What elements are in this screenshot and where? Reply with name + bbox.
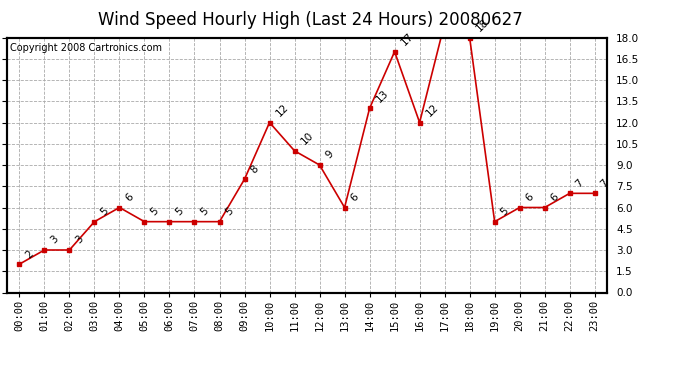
Text: Copyright 2008 Cartronics.com: Copyright 2008 Cartronics.com bbox=[10, 43, 162, 52]
Text: 3: 3 bbox=[48, 234, 60, 246]
Text: 19: 19 bbox=[0, 374, 1, 375]
Text: 8: 8 bbox=[248, 163, 260, 175]
Text: 6: 6 bbox=[124, 192, 135, 203]
Text: 10: 10 bbox=[299, 130, 315, 147]
Text: 6: 6 bbox=[549, 192, 560, 203]
Text: 18: 18 bbox=[474, 17, 490, 33]
Text: 6: 6 bbox=[524, 192, 535, 203]
Text: 7: 7 bbox=[574, 177, 586, 189]
Text: 5: 5 bbox=[148, 206, 160, 218]
Text: 12: 12 bbox=[424, 102, 440, 118]
Text: 5: 5 bbox=[224, 206, 235, 218]
Text: 2: 2 bbox=[23, 248, 35, 260]
Text: 17: 17 bbox=[399, 31, 415, 48]
Text: 12: 12 bbox=[274, 102, 290, 118]
Text: 13: 13 bbox=[374, 88, 390, 104]
Text: Wind Speed Hourly High (Last 24 Hours) 20080627: Wind Speed Hourly High (Last 24 Hours) 2… bbox=[98, 11, 523, 29]
Text: 3: 3 bbox=[74, 234, 86, 246]
Text: 9: 9 bbox=[324, 149, 335, 161]
Text: 5: 5 bbox=[199, 206, 210, 218]
Text: 5: 5 bbox=[499, 206, 511, 218]
Text: 5: 5 bbox=[99, 206, 110, 218]
Text: 7: 7 bbox=[599, 177, 611, 189]
Text: 5: 5 bbox=[174, 206, 186, 218]
Text: 6: 6 bbox=[348, 192, 360, 203]
